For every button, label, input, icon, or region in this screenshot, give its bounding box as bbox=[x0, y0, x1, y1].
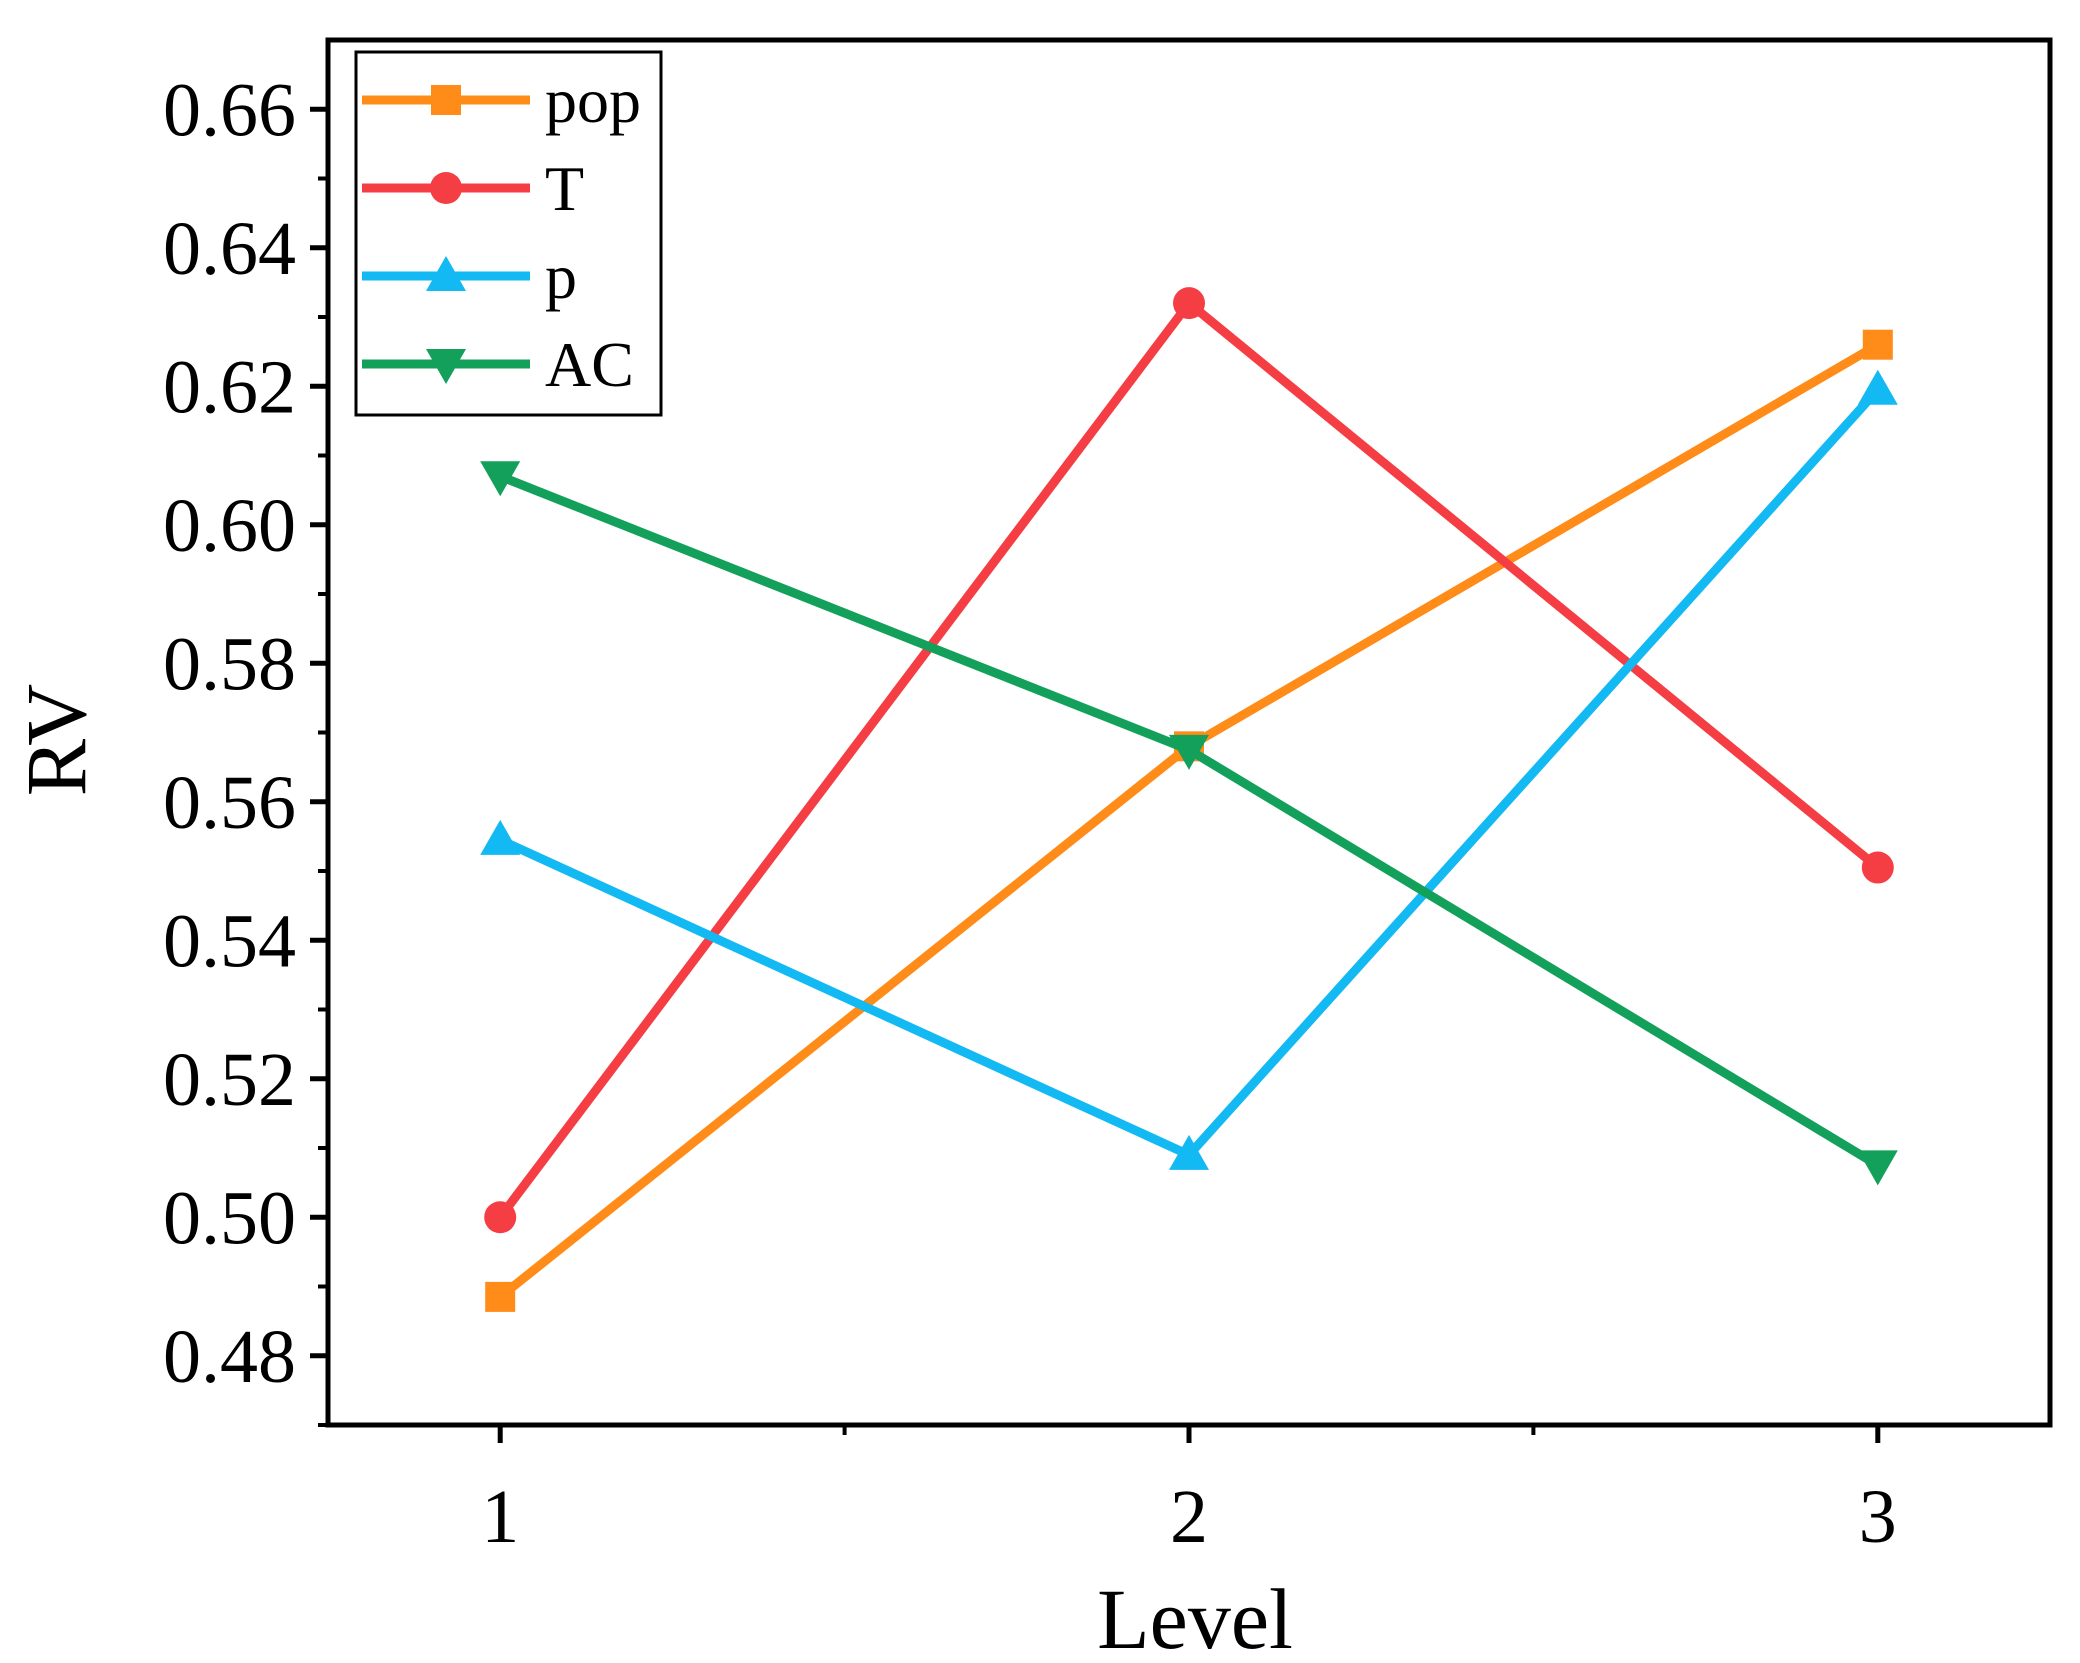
legend-marker-ac bbox=[426, 349, 466, 384]
series-layer bbox=[480, 287, 1898, 1312]
legend-label-p: p bbox=[545, 241, 577, 312]
data-point-p-3 bbox=[1857, 369, 1898, 405]
legend-marker-pop bbox=[431, 85, 461, 115]
data-point-t-3 bbox=[1861, 851, 1894, 884]
legend-box bbox=[354, 50, 663, 417]
y-tick-label: 0.54 bbox=[163, 899, 296, 983]
y-tick-label: 0.56 bbox=[163, 761, 296, 845]
y-tick-label: 0.66 bbox=[163, 68, 296, 152]
legend-label-ac: AC bbox=[545, 329, 634, 400]
legend: pop Tp AC bbox=[354, 50, 663, 417]
data-point-t-1 bbox=[484, 1201, 517, 1234]
axes-layer: 0.48 0.50 0.52 0.54 0.56 0.58 0.60 0.62 0.64 0.66… bbox=[163, 37, 2053, 1559]
x-axis-title: Level bbox=[1097, 1571, 1293, 1663]
y-axis-title: RV bbox=[8, 684, 104, 797]
y-tick-label: 0.64 bbox=[163, 207, 296, 291]
data-point-pop-1 bbox=[485, 1281, 516, 1312]
data-point-ac-1 bbox=[480, 461, 521, 497]
data-point-p-1 bbox=[480, 819, 521, 855]
data-point-pop-3 bbox=[1862, 329, 1893, 360]
data-point-t-2 bbox=[1173, 287, 1205, 320]
x-tick-label: 3 bbox=[1859, 1475, 1897, 1559]
data-point-ac-3 bbox=[1857, 1150, 1898, 1186]
legend-marker-p bbox=[426, 256, 466, 291]
y-tick-label: 0.48 bbox=[163, 1315, 296, 1399]
y-tick-label: 0.50 bbox=[163, 1176, 296, 1260]
x-tick-label: 2 bbox=[1170, 1475, 1208, 1559]
y-tick-label: 0.60 bbox=[163, 484, 296, 568]
data-point-p-2 bbox=[1169, 1134, 1209, 1170]
y-tick-label: 0.52 bbox=[163, 1038, 296, 1122]
legend-marker-t bbox=[430, 172, 462, 204]
legend-label-pop: pop bbox=[545, 65, 641, 136]
y-tick-label: 0.62 bbox=[163, 345, 296, 429]
legend-label-t: T bbox=[545, 153, 584, 224]
y-tick-label: 0.58 bbox=[163, 622, 296, 706]
x-tick-label: 1 bbox=[481, 1475, 519, 1559]
data-point-ac-2 bbox=[1169, 734, 1209, 770]
